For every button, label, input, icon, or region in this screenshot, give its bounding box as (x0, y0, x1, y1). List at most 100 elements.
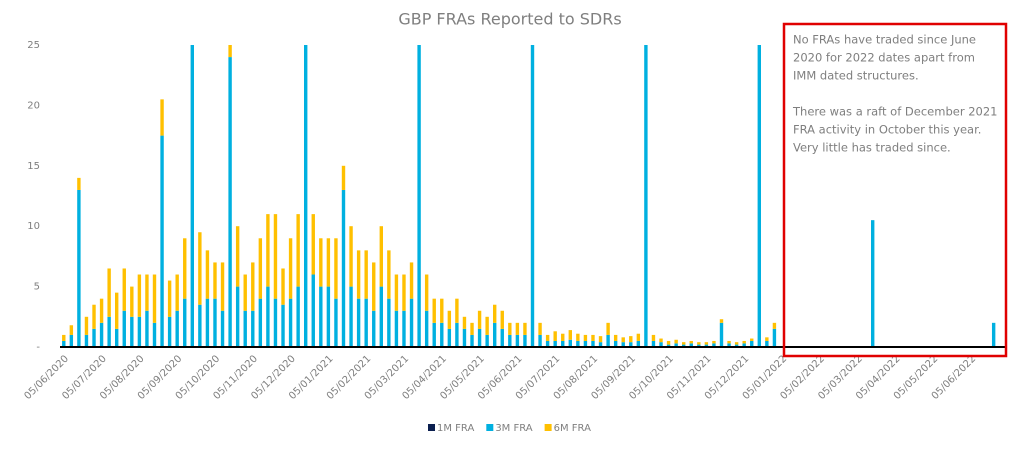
bar-segment (440, 322, 444, 347)
bar-segment (183, 238, 187, 299)
bar-segment (356, 250, 361, 299)
bar-segment (379, 286, 383, 347)
bar-segment (606, 322, 610, 335)
bar-segment (689, 343, 693, 347)
bar-segment (220, 310, 225, 347)
bar-segment (530, 45, 535, 347)
bar-segment (115, 292, 119, 329)
bar-segment (666, 344, 671, 347)
bar-segment (288, 298, 293, 347)
bar-segment (130, 316, 134, 347)
bar-segment (742, 340, 746, 344)
bar-segment (228, 57, 232, 348)
bar-segment (394, 310, 399, 347)
bar-segment (545, 340, 550, 347)
bar-segment (576, 340, 580, 347)
bar-segment (583, 340, 588, 347)
bar-segment (485, 316, 489, 335)
bar-segment (447, 328, 452, 347)
bar-segment (69, 334, 74, 347)
bar-segment (258, 298, 263, 347)
bar-segment (424, 274, 429, 311)
bar-segment (402, 274, 406, 311)
bar-segment (485, 334, 489, 347)
bar-segment (455, 322, 459, 347)
bar-segment (122, 310, 126, 347)
bar-segment (591, 340, 595, 347)
bar-segment (213, 262, 217, 299)
bar-segment (583, 334, 588, 341)
bar-segment (629, 336, 633, 343)
bar-segment (704, 344, 709, 347)
bar-segment (470, 322, 474, 335)
bar-segment (198, 304, 202, 347)
bar-segment (251, 310, 255, 347)
bar-segment (727, 340, 731, 344)
bar-segment (455, 298, 459, 323)
bar-segment (765, 337, 769, 341)
bar-segment (712, 340, 716, 344)
bar-segment (606, 334, 610, 347)
bar-segment (281, 268, 285, 305)
bar-segment (334, 298, 338, 347)
bar-segment (288, 238, 293, 299)
bar-segment (651, 334, 656, 341)
legend-swatch (486, 424, 494, 431)
bar-segment (99, 298, 104, 323)
bar-segment (697, 344, 701, 347)
bar-segment (349, 226, 353, 287)
bar-segment (991, 322, 996, 347)
bar-segment (213, 298, 217, 347)
bar-segment (424, 310, 429, 347)
bar-segment (334, 238, 338, 299)
bar-segment (84, 316, 89, 335)
bar-segment (470, 334, 474, 347)
bar-segment (84, 334, 89, 347)
bar-segment (69, 325, 74, 335)
bar-segment (326, 286, 331, 347)
bar-segment (130, 286, 134, 317)
bar-segment (243, 310, 247, 347)
bar-segment (659, 342, 663, 347)
bar-segment (99, 322, 104, 347)
bar-segment (243, 274, 247, 311)
bar-segment (613, 334, 618, 341)
bar-segment (674, 339, 678, 344)
bar-segment (92, 328, 96, 347)
bar-segment (750, 338, 754, 341)
bar-segment (77, 177, 81, 190)
bar-segment (311, 214, 315, 275)
legend-swatch (428, 424, 435, 431)
bar-segment (364, 250, 368, 299)
bar-segment (432, 298, 436, 323)
bar-segment (871, 220, 875, 347)
bar-segment (235, 226, 240, 287)
bar-segment (772, 328, 777, 347)
annotation-line: No FRAs have traded since June (793, 33, 976, 47)
bar-segment (205, 250, 210, 299)
bar-segment (561, 333, 565, 341)
bar-segment (409, 262, 414, 299)
bar-segment (372, 262, 376, 311)
bar-segment (477, 328, 482, 347)
bar-segment (107, 316, 111, 347)
bar-segment (508, 334, 512, 347)
bar-segment (349, 286, 353, 347)
bar-segment (107, 268, 111, 317)
y-tick-label: 5 (34, 282, 40, 293)
bar-segment (137, 274, 142, 317)
bar-segment (477, 310, 482, 329)
bar-segment (462, 328, 467, 347)
bar-segment (576, 333, 580, 341)
annotation-line: Very little has traded since. (793, 141, 951, 155)
bar-segment (636, 333, 641, 341)
bar-segment (167, 280, 172, 317)
bar-segment (598, 336, 603, 343)
bar-segment (273, 298, 278, 347)
bar-segment (651, 340, 656, 347)
bar-segment (137, 316, 142, 347)
y-tick-label: 25 (27, 40, 40, 51)
bar-segment (750, 340, 754, 347)
bar-segment (304, 45, 308, 347)
bar-segment (356, 298, 361, 347)
